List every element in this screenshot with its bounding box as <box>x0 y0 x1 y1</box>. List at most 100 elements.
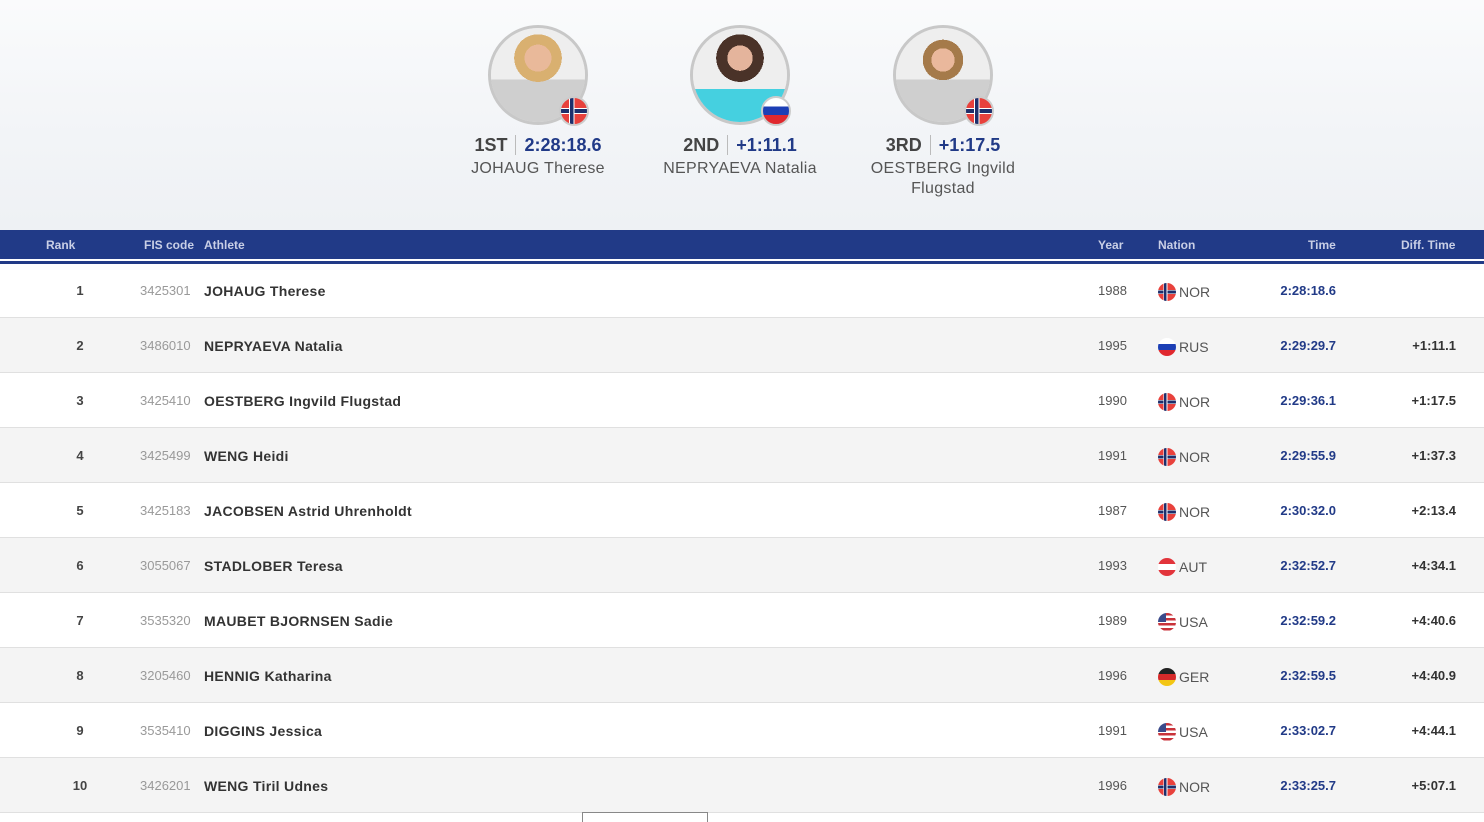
time: 2:32:59.5 <box>1280 668 1336 683</box>
athlete-name-link[interactable]: NEPRYAEVA Natalia <box>204 338 343 354</box>
nation: USA <box>1158 613 1208 631</box>
nation: NOR <box>1158 778 1210 796</box>
diff-time: +1:17.5 <box>1411 393 1456 408</box>
nation: RUS <box>1158 338 1209 356</box>
podium-3[interactable]: 3RD +1:17.5 OESTBERG Ingvild Flugstad <box>843 25 1043 199</box>
birth-year: 1996 <box>1098 778 1127 793</box>
header-rank[interactable]: Rank <box>46 238 76 252</box>
table-row[interactable]: 3 3425410 OESTBERG Ingvild Flugstad 1990… <box>0 373 1484 428</box>
table-row[interactable]: 9 3535410 DIGGINS Jessica 1991 USA 2:33:… <box>0 703 1484 758</box>
birth-year: 1993 <box>1098 558 1127 573</box>
nation-code: USA <box>1179 724 1208 740</box>
podium-section: 1ST 2:28:18.6 JOHAUG Therese 2ND +1:11.1 N… <box>0 0 1484 230</box>
birth-year: 1990 <box>1098 393 1127 408</box>
header-diff-time[interactable]: Diff. Time <box>1401 238 1456 252</box>
fis-code: 3205460 <box>140 668 191 683</box>
time: 2:33:25.7 <box>1280 778 1336 793</box>
aut-flag-icon <box>1158 558 1176 576</box>
rank: 3 <box>76 393 84 408</box>
time: 2:33:02.7 <box>1280 723 1336 738</box>
athlete-photo <box>690 25 791 126</box>
fis-code: 3425183 <box>140 503 191 518</box>
header-year[interactable]: Year <box>1098 238 1124 252</box>
athlete-name-link[interactable]: JOHAUG Therese <box>204 283 326 299</box>
podium-place: 1ST <box>474 135 517 155</box>
podium-name: OESTBERG Ingvild Flugstad <box>870 160 1016 197</box>
header-fis-code[interactable]: FIS code <box>144 238 195 252</box>
athlete-name-link[interactable]: JACOBSEN Astrid Uhrenholdt <box>204 503 412 519</box>
nation-code: NOR <box>1179 779 1211 795</box>
header-nation[interactable]: Nation <box>1158 238 1196 252</box>
fis-code: 3425499 <box>140 448 191 463</box>
diff-time: +1:11.1 <box>1412 338 1456 353</box>
nation: AUT <box>1158 558 1207 576</box>
table-row[interactable]: 4 3425499 WENG Heidi 1991 NOR 2:29:55.9 … <box>0 428 1484 483</box>
table-row[interactable]: 2 3486010 NEPRYAEVA Natalia 1995 RUS 2:2… <box>0 318 1484 373</box>
athlete-name-link[interactable]: OESTBERG Ingvild Flugstad <box>204 393 402 409</box>
ger-flag-icon <box>1158 668 1176 686</box>
podium-name: JOHAUG Therese <box>471 160 605 177</box>
fis-code: 3425410 <box>140 393 191 408</box>
athlete-name-link[interactable]: STADLOBER Teresa <box>204 558 343 574</box>
header-time[interactable]: Time <box>1308 238 1336 252</box>
athlete-name-link[interactable]: HENNIG Katharina <box>204 668 332 684</box>
diff-time: +4:34.1 <box>1411 558 1456 573</box>
diff-time: +4:40.9 <box>1411 668 1456 683</box>
time: 2:32:59.2 <box>1280 613 1336 628</box>
athlete-name-link[interactable]: DIGGINS Jessica <box>204 723 323 739</box>
nation: NOR <box>1158 393 1210 411</box>
nation-code: GER <box>1179 669 1210 685</box>
podium-place: 3RD <box>885 135 931 155</box>
table-row[interactable]: 8 3205460 HENNIG Katharina 1996 GER 2:32… <box>0 648 1484 703</box>
nation-code: NOR <box>1179 284 1211 300</box>
time: 2:29:36.1 <box>1280 393 1336 408</box>
nor-flag-icon <box>1158 778 1176 796</box>
fis-code: 3486010 <box>140 338 191 353</box>
nation: USA <box>1158 723 1208 741</box>
nation-code: NOR <box>1179 504 1211 520</box>
diff-time: +5:07.1 <box>1411 778 1456 793</box>
norway-flag-icon <box>964 96 994 126</box>
russia-flag-icon <box>761 96 791 126</box>
podium-place: 2ND <box>683 135 729 155</box>
birth-year: 1988 <box>1098 283 1127 298</box>
norway-flag-icon <box>559 96 589 126</box>
header-divider <box>0 261 1484 264</box>
table-row[interactable]: 5 3425183 JACOBSEN Astrid Uhrenholdt 198… <box>0 483 1484 538</box>
rus-flag-icon <box>1158 338 1176 356</box>
fis-code: 3535320 <box>140 613 191 628</box>
podium-2[interactable]: 2ND +1:11.1 NEPRYAEVA Natalia <box>640 25 840 179</box>
table-row[interactable]: 6 3055067 STADLOBER Teresa 1993 AUT 2:32… <box>0 538 1484 593</box>
header-athlete[interactable]: Athlete <box>204 238 245 252</box>
athlete-name-link[interactable]: WENG Heidi <box>204 448 289 464</box>
table-row[interactable]: 10 3426201 WENG Tiril Udnes 1996 NOR 2:3… <box>0 758 1484 813</box>
birth-year: 1991 <box>1098 723 1127 738</box>
podium-time: +1:11.1 <box>736 135 797 155</box>
time: 2:32:52.7 <box>1280 558 1336 573</box>
rank: 7 <box>76 613 84 628</box>
results-table-header: Rank FIS code Athlete Year Nation Time D… <box>0 230 1484 259</box>
nor-flag-icon <box>1158 448 1176 466</box>
table-row[interactable]: 1 3425301 JOHAUG Therese 1988 NOR 2:28:1… <box>0 263 1484 318</box>
table-row[interactable]: 7 3535320 MAUBET BJORNSEN Sadie 1989 USA… <box>0 593 1484 648</box>
load-more-tab[interactable] <box>582 812 708 822</box>
nation-code: AUT <box>1179 559 1207 575</box>
rank: 10 <box>72 778 88 793</box>
nation: GER <box>1158 668 1209 686</box>
podium-1[interactable]: 1ST 2:28:18.6 JOHAUG Therese <box>438 25 638 179</box>
nation-code: USA <box>1179 614 1208 630</box>
athlete-name-link[interactable]: MAUBET BJORNSEN Sadie <box>204 613 394 629</box>
diff-time: +4:44.1 <box>1411 723 1456 738</box>
birth-year: 1991 <box>1098 448 1127 463</box>
podium-time: +1:17.5 <box>938 135 1001 155</box>
rank: 1 <box>76 283 84 298</box>
rank: 5 <box>76 503 84 518</box>
athlete-name-link[interactable]: WENG Tiril Udnes <box>204 778 329 794</box>
rank: 6 <box>76 558 84 573</box>
nation: NOR <box>1158 503 1210 521</box>
birth-year: 1995 <box>1098 338 1127 353</box>
nor-flag-icon <box>1158 503 1176 521</box>
time: 2:29:29.7 <box>1280 338 1336 353</box>
nation-code: NOR <box>1179 449 1211 465</box>
diff-time: +4:40.6 <box>1411 613 1456 628</box>
